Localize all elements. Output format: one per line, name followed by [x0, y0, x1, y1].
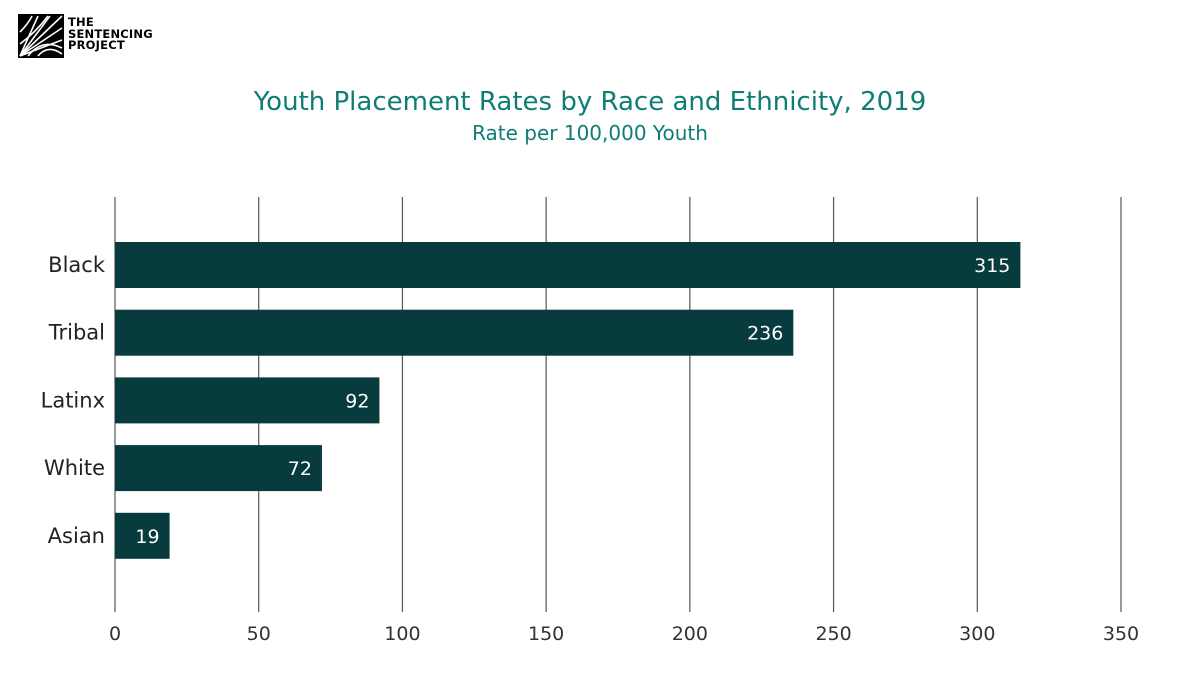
x-tick-label: 200: [672, 623, 708, 645]
data-label: 236: [747, 323, 783, 345]
logo-text: THE SENTENCING PROJECT: [68, 15, 153, 52]
category-label: Black: [48, 253, 106, 277]
x-tick-label: 350: [1103, 623, 1139, 645]
x-tick-label: 250: [815, 623, 851, 645]
data-label: 19: [135, 526, 159, 548]
sentencing-project-logo-icon: [18, 14, 64, 58]
logo-line-2: SENTENCING: [68, 26, 153, 41]
chart-title: Youth Placement Rates by Race and Ethnic…: [253, 87, 927, 117]
data-label: 315: [974, 255, 1010, 277]
chart-subtitle: Rate per 100,000 Youth: [472, 121, 708, 145]
bar: [115, 512, 170, 559]
x-tick-label: 100: [384, 623, 420, 645]
category-label: Latinx: [41, 388, 105, 412]
x-tick-label: 50: [247, 623, 271, 645]
category-label: Asian: [48, 524, 105, 548]
x-tick-label: 150: [528, 623, 564, 645]
x-tick-label: 0: [109, 623, 121, 645]
category-label: White: [44, 456, 105, 480]
category-label: Tribal: [48, 321, 105, 345]
bar: [115, 309, 794, 356]
x-tick-label: 300: [959, 623, 995, 645]
data-label: 92: [345, 390, 369, 412]
data-label: 72: [288, 458, 312, 480]
logo: THE SENTENCING PROJECT: [18, 14, 153, 58]
logo-line-1: THE: [68, 15, 94, 29]
bar: [115, 445, 322, 492]
logo-line-3: PROJECT: [68, 38, 125, 52]
bar: [115, 377, 380, 424]
bar: [115, 242, 1021, 288]
